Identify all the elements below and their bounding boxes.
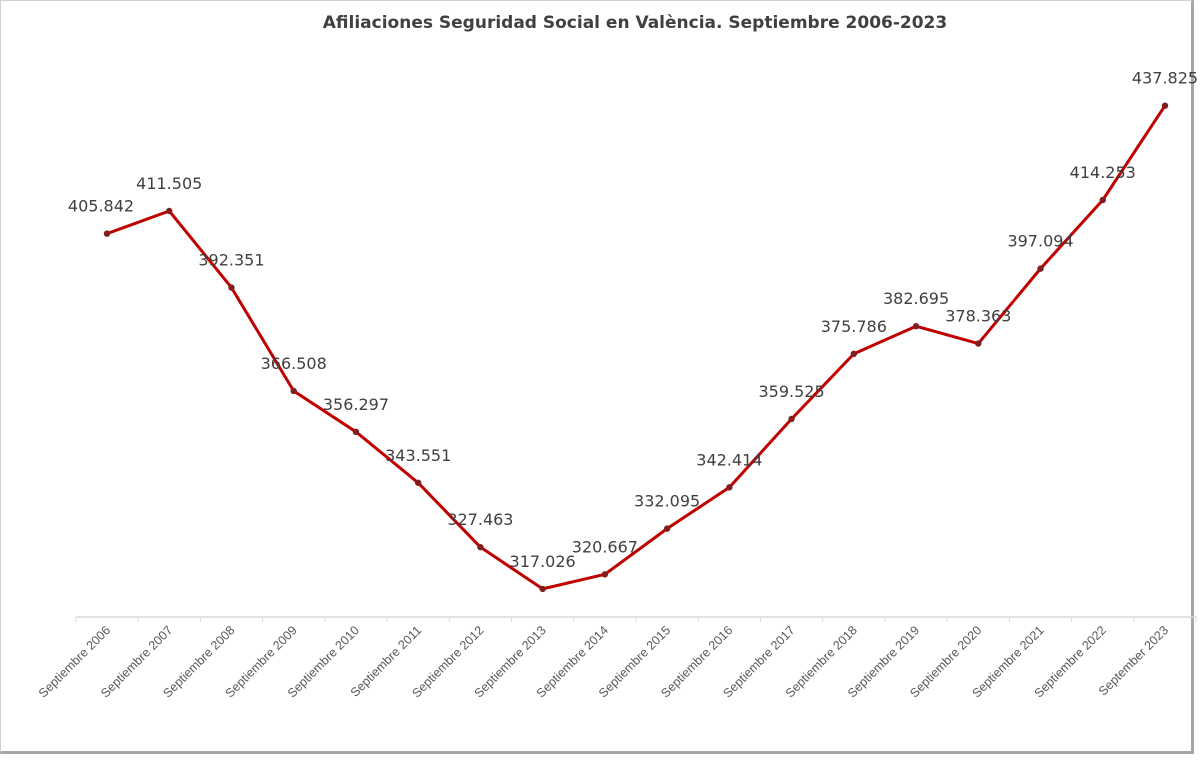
data-label: 320.667 bbox=[572, 537, 638, 556]
data-point bbox=[1099, 196, 1106, 204]
data-point bbox=[912, 323, 920, 330]
data-point bbox=[477, 543, 484, 551]
data-label: 327.463 bbox=[447, 510, 513, 529]
data-label: 378.363 bbox=[945, 307, 1011, 326]
x-axis bbox=[75, 616, 1197, 622]
data-point bbox=[601, 571, 609, 578]
data-label: 342.414 bbox=[696, 450, 762, 469]
data-point bbox=[850, 350, 858, 358]
data-point bbox=[228, 284, 235, 291]
data-point bbox=[1037, 265, 1044, 272]
data-label: 392.351 bbox=[198, 251, 264, 270]
data-point bbox=[103, 230, 111, 237]
data-point bbox=[539, 585, 546, 593]
chart-title: Afiliaciones Seguridad Social en Valènci… bbox=[323, 13, 947, 33]
data-label: 397.094 bbox=[1007, 232, 1073, 251]
data-point bbox=[1161, 102, 1169, 109]
data-points bbox=[103, 102, 1169, 593]
data-point bbox=[663, 525, 671, 532]
data-label: 375.786 bbox=[821, 317, 887, 336]
data-point bbox=[414, 479, 422, 486]
data-label: 332.095 bbox=[634, 492, 700, 511]
data-point bbox=[975, 340, 982, 347]
data-point bbox=[788, 415, 795, 423]
data-label: 414.253 bbox=[1070, 163, 1136, 182]
data-label: 411.505 bbox=[136, 174, 202, 193]
series-line bbox=[106, 104, 1167, 591]
data-point bbox=[726, 484, 733, 491]
series-polyline bbox=[106, 104, 1167, 591]
data-label: 437.825 bbox=[1132, 69, 1198, 88]
data-label: 356.297 bbox=[323, 395, 389, 414]
data-label: 382.695 bbox=[883, 289, 949, 308]
data-label: 359.525 bbox=[759, 382, 825, 401]
data-point bbox=[290, 387, 297, 395]
data-point bbox=[166, 207, 173, 215]
data-label: 343.551 bbox=[385, 446, 451, 465]
data-label: 317.026 bbox=[510, 552, 576, 571]
data-label: 366.508 bbox=[261, 354, 327, 373]
data-label: 405.842 bbox=[68, 197, 134, 216]
data-point bbox=[352, 428, 360, 436]
